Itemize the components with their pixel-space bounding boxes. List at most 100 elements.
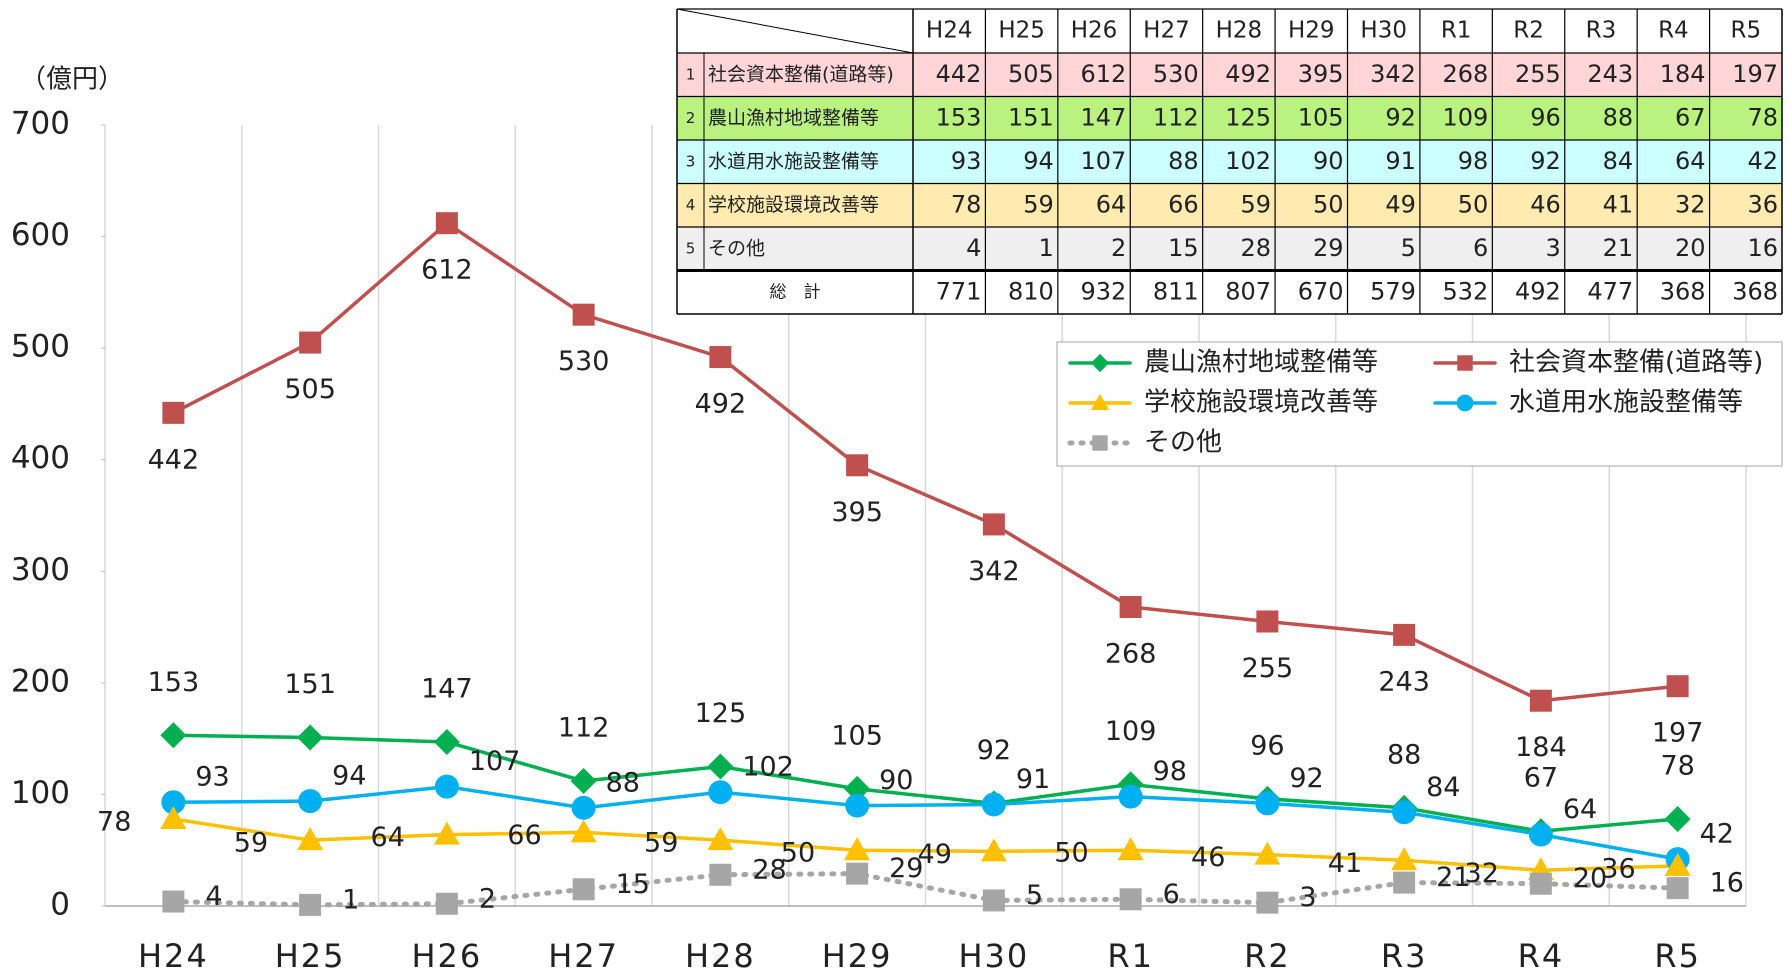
data-label: 268 — [1105, 638, 1157, 669]
data-label: 92 — [1289, 763, 1323, 794]
marker — [981, 792, 1006, 817]
total-label: 総 計 — [770, 282, 821, 302]
marker — [1664, 805, 1691, 832]
table-cell: 395 — [1298, 60, 1344, 88]
table-cell: 92 — [1385, 103, 1416, 131]
marker — [1529, 872, 1552, 895]
total-cell: 492 — [1515, 277, 1561, 305]
data-label: 78 — [1660, 750, 1694, 781]
y-tick-label: 500 — [11, 329, 70, 365]
data-label: 3 — [1299, 882, 1316, 913]
x-tick-label: R5 — [1654, 937, 1701, 975]
y-tick-label: 600 — [11, 217, 70, 253]
marker — [297, 724, 324, 751]
marker — [433, 821, 460, 845]
x-tick-label: H30 — [958, 937, 1029, 975]
marker — [844, 837, 871, 861]
marker — [846, 862, 869, 885]
marker — [1119, 888, 1142, 911]
total-cell: 532 — [1443, 277, 1489, 305]
table-cell: 59 — [1023, 190, 1054, 218]
data-label: 105 — [831, 720, 883, 751]
marker — [1391, 847, 1418, 871]
data-label: 66 — [507, 820, 541, 851]
x-tick-label: H24 — [138, 937, 209, 975]
legend-label: 学校施設環境改善等 — [1144, 388, 1378, 418]
table-cell: 505 — [1008, 60, 1054, 88]
total-cell: 368 — [1732, 277, 1778, 305]
table-cell: 66 — [1168, 190, 1199, 218]
row-number: 3 — [686, 152, 696, 170]
legend-box — [1056, 341, 1783, 467]
series-line — [171, 220, 1680, 703]
data-label: 153 — [148, 667, 200, 698]
row-bg — [677, 53, 1782, 97]
data-label: 530 — [558, 346, 610, 377]
table-cell: 105 — [1298, 103, 1344, 131]
data-label: 59 — [234, 828, 268, 859]
data-label: 29 — [889, 853, 923, 884]
marker — [1666, 877, 1689, 900]
total-cell: 670 — [1298, 277, 1344, 305]
row-number: 2 — [686, 109, 696, 127]
table-header: R4 — [1658, 18, 1689, 44]
table-cell: 50 — [1458, 190, 1489, 218]
marker — [707, 827, 734, 851]
data-label: 102 — [742, 752, 794, 783]
data-label: 36 — [1601, 853, 1635, 884]
marker — [433, 728, 460, 755]
marker — [844, 775, 871, 802]
table-cell: 492 — [1225, 60, 1271, 88]
table-cell: 91 — [1385, 147, 1416, 175]
table-cell: 6 — [1473, 234, 1488, 262]
marker — [1254, 841, 1281, 865]
marker — [570, 819, 597, 843]
marker — [982, 889, 1005, 912]
data-table: H24 H25 H26 H27 H28 H29 H30 R1 R2 R3 R4 R5 1 社会資本整備(道… — [676, 8, 1783, 315]
data-label: 197 — [1652, 718, 1704, 749]
series-line — [170, 871, 1681, 908]
marker — [572, 878, 595, 901]
marker — [1118, 784, 1143, 809]
row-bg — [677, 183, 1782, 227]
data-label: 612 — [421, 255, 473, 286]
marker — [434, 774, 459, 799]
table-cell: 255 — [1515, 60, 1561, 88]
table-cell: 92 — [1530, 147, 1561, 175]
data-label: 6 — [1163, 879, 1180, 910]
data-label: 505 — [284, 374, 336, 405]
table-cell: 88 — [1168, 147, 1199, 175]
table-header: R1 — [1441, 18, 1472, 44]
marker — [1457, 355, 1473, 371]
table-cell: 21 — [1603, 234, 1634, 262]
table-cell: 84 — [1603, 147, 1634, 175]
data-label: 92 — [977, 735, 1011, 766]
marker — [1092, 435, 1108, 451]
data-label: 64 — [371, 822, 405, 853]
table-cell: 67 — [1675, 103, 1706, 131]
table-cell: 15 — [1168, 234, 1199, 262]
data-label: 64 — [1563, 794, 1597, 825]
series-line — [171, 733, 1680, 834]
marker — [845, 793, 870, 818]
table-cell: 29 — [1313, 234, 1344, 262]
table-cell: 243 — [1587, 60, 1633, 88]
table-cell: 147 — [1080, 103, 1126, 131]
total-cell: 807 — [1225, 277, 1271, 305]
data-label: 151 — [284, 669, 336, 700]
marker — [707, 753, 734, 780]
table-cell: 3 — [1545, 234, 1560, 262]
marker — [708, 780, 733, 805]
y-tick-label: 400 — [11, 440, 70, 476]
data-label: 90 — [879, 765, 913, 796]
series-line — [171, 784, 1680, 861]
marker — [1664, 852, 1691, 876]
marker — [435, 892, 458, 915]
x-tick-label: H26 — [411, 937, 482, 975]
table-cell: 151 — [1008, 103, 1054, 131]
marker — [846, 454, 869, 477]
legend-label: 社会資本整備(道路等) — [1509, 348, 1763, 378]
data-label: 50 — [1054, 838, 1088, 869]
table-cell: 49 — [1385, 190, 1416, 218]
table-cell: 612 — [1080, 60, 1126, 88]
